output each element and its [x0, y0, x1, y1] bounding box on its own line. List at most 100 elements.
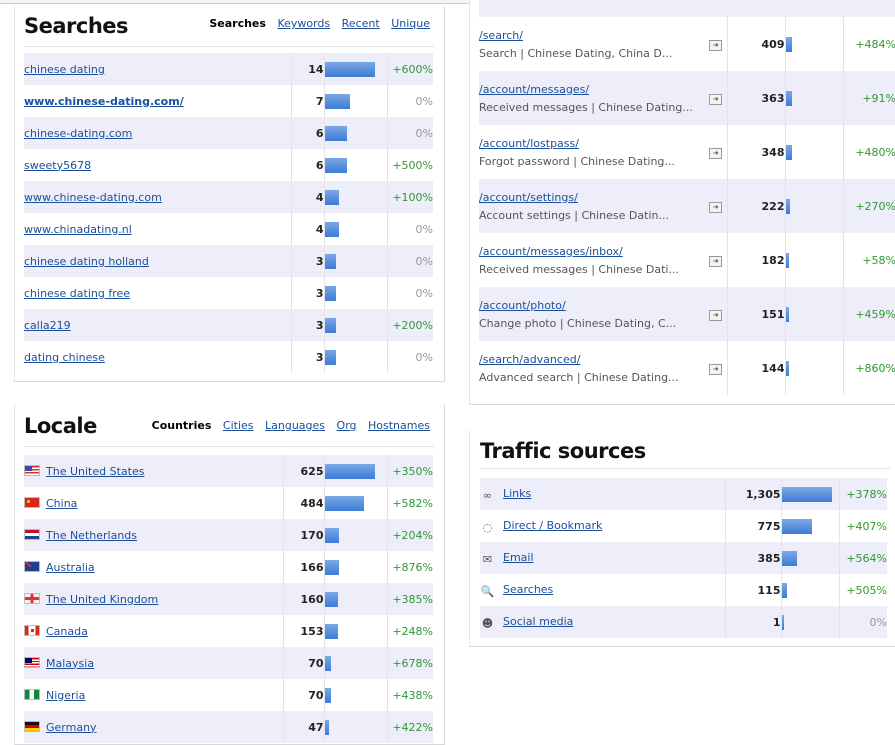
change-percent: +378% — [839, 478, 887, 510]
tab-org[interactable]: Org — [336, 419, 357, 432]
change-percent: 0% — [387, 213, 433, 245]
bar-cell — [324, 309, 388, 341]
tab-hostnames[interactable]: Hostnames — [368, 419, 430, 432]
volume-bar — [324, 559, 339, 575]
volume-bar — [324, 687, 331, 703]
search-term-link[interactable]: chinese-dating.com — [24, 126, 133, 140]
open-external-icon[interactable]: ➜ — [709, 148, 723, 159]
country-link[interactable]: China — [46, 496, 78, 510]
bar-cell — [324, 455, 388, 487]
country-cell: Nigeria — [24, 679, 283, 711]
change-percent: +385% — [387, 583, 433, 615]
bar-cell — [781, 478, 840, 510]
search-term-cell: chinese dating holland — [24, 245, 291, 277]
flag-icon — [24, 496, 40, 508]
search-term-link[interactable]: www.chinese-dating.com — [24, 190, 162, 204]
volume-bar — [324, 623, 338, 639]
search-term-link[interactable]: chinese dating holland — [24, 254, 149, 268]
pages-table: /search/Search | Chinese Dating, China D… — [479, 0, 895, 395]
count-value: 70 — [282, 647, 325, 679]
count-value: 625 — [282, 455, 325, 487]
page-path-link[interactable]: /account/settings/ — [479, 190, 578, 204]
search-term-link[interactable]: chinese dating — [24, 62, 105, 76]
open-page-cell: ➜ — [705, 179, 727, 233]
count-value: 3 — [290, 309, 325, 341]
page-path-link[interactable]: /account/photo/ — [479, 298, 566, 312]
volume-bar — [324, 189, 339, 205]
country-cell: China — [24, 487, 283, 519]
flag-icon — [24, 624, 40, 636]
volume-bar — [324, 221, 339, 237]
count-value: 1,305 — [724, 478, 782, 510]
table-row: chinese-dating.com 6 0% — [24, 117, 433, 149]
country-link[interactable]: Germany — [46, 720, 97, 734]
flag-icon — [24, 528, 40, 540]
table-row: www.chinese-dating.com 4 +100% — [24, 181, 433, 213]
country-link[interactable]: Malaysia — [46, 656, 95, 670]
country-link[interactable]: The United Kingdom — [46, 592, 159, 606]
tab-languages[interactable]: Languages — [265, 419, 326, 432]
change-percent: +200% — [387, 309, 433, 341]
page-cell: /account/messages/Received messages | Ch… — [479, 71, 705, 125]
country-link[interactable]: Australia — [46, 560, 95, 574]
tab-recent[interactable]: Recent — [341, 17, 380, 30]
traffic-source-cell: ∞ Links — [480, 478, 725, 510]
page-path-link[interactable]: /account/messages/inbox/ — [479, 244, 623, 258]
tab-searches[interactable]: Searches — [209, 17, 266, 30]
open-external-icon[interactable]: ➜ — [709, 256, 723, 267]
count-value: 70 — [282, 679, 325, 711]
search-term-link[interactable]: calla219 — [24, 318, 71, 332]
traffic-source-link[interactable]: Direct / Bookmark — [503, 518, 603, 532]
table-row: ☻ Social media 1 0% — [480, 606, 887, 638]
traffic-source-link[interactable]: Links — [503, 486, 532, 500]
tab-keywords[interactable]: Keywords — [277, 17, 331, 30]
table-row: Nigeria 70 +438% — [24, 679, 433, 711]
count-value: 182 — [726, 233, 786, 287]
table-row: ✉ Email 385 +564% — [480, 542, 887, 574]
search-term-link[interactable]: sweety5678 — [24, 158, 92, 172]
country-link[interactable]: The United States — [46, 464, 145, 478]
open-external-icon[interactable]: ➜ — [709, 94, 723, 105]
change-percent: 0% — [387, 85, 433, 117]
page-path-link[interactable]: /account/messages/ — [479, 82, 590, 96]
traffic-source-link[interactable]: Searches — [503, 582, 554, 596]
tab-countries[interactable]: Countries — [151, 419, 212, 432]
table-row: sweety5678 6 +500% — [24, 149, 433, 181]
page-path-link[interactable]: /search/advanced/ — [479, 352, 581, 366]
country-link[interactable]: Canada — [46, 624, 88, 638]
volume-bar — [324, 61, 375, 77]
country-link[interactable]: The Netherlands — [46, 528, 138, 542]
table-row: /account/messages/Received messages | Ch… — [479, 71, 895, 125]
bar-cell — [324, 117, 388, 149]
bar-cell — [324, 277, 388, 309]
search-term-link[interactable]: www.chinese-dating.com/ — [24, 94, 184, 108]
bar-cell — [324, 551, 388, 583]
page-cell: /account/messages/inbox/Received message… — [479, 233, 705, 287]
page-path-link[interactable]: /search/ — [479, 28, 523, 42]
open-external-icon[interactable]: ➜ — [709, 40, 723, 51]
bar-cell — [324, 647, 388, 679]
count-value: 348 — [726, 125, 786, 179]
search-term-link[interactable]: chinese dating free — [24, 286, 131, 300]
bar-cell — [324, 245, 388, 277]
country-link[interactable]: Nigeria — [46, 688, 86, 702]
traffic-source-link[interactable]: Email — [503, 550, 534, 564]
volume-bar — [785, 306, 789, 322]
count-value: 6 — [290, 149, 325, 181]
open-external-icon[interactable]: ➜ — [709, 310, 723, 321]
open-external-icon[interactable]: ➜ — [709, 202, 723, 213]
open-external-icon[interactable]: ➜ — [709, 364, 723, 375]
search-term-cell: www.chinese-dating.com — [24, 181, 291, 213]
search-term-link[interactable]: dating chinese — [24, 350, 105, 364]
search-term-cell: chinese dating free — [24, 277, 291, 309]
page-path-link[interactable]: /account/lostpass/ — [479, 136, 579, 150]
count-value: 6 — [290, 117, 325, 149]
tab-cities[interactable]: Cities — [222, 419, 254, 432]
search-term-link[interactable]: www.chinadating.nl — [24, 222, 132, 236]
traffic-source-link[interactable]: Social media — [503, 614, 574, 628]
tab-unique[interactable]: Unique — [391, 17, 430, 30]
volume-bar — [324, 317, 336, 333]
table-row: /search/Search | Chinese Dating, China D… — [479, 17, 895, 71]
country-cell: The United Kingdom — [24, 583, 283, 615]
table-row: ∞ Links 1,305 +378% — [480, 478, 887, 510]
